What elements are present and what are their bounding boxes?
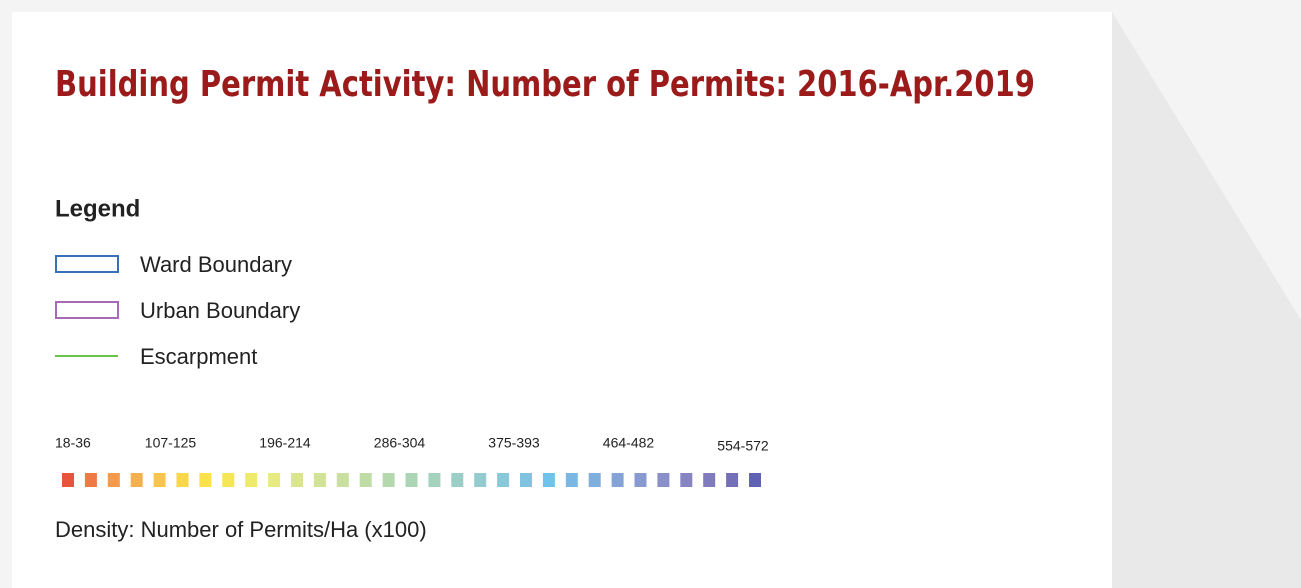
scale-swatch <box>84 473 97 487</box>
scale-swatch <box>749 473 761 487</box>
legend-label: Escarpment <box>140 344 257 369</box>
scale-swatch <box>153 473 166 487</box>
scale-swatch <box>726 473 739 487</box>
scale-swatch <box>291 473 303 487</box>
scale-swatch <box>565 473 578 487</box>
scale-swatch <box>62 473 74 487</box>
legend-symbol <box>55 255 119 273</box>
scale-swatch <box>588 473 601 487</box>
scale-label: 286-304 <box>374 435 426 451</box>
scale-swatch <box>176 473 189 487</box>
scale-swatch <box>680 473 693 487</box>
scale-swatch <box>451 473 464 487</box>
scale-swatch <box>542 473 555 487</box>
card <box>12 12 1112 588</box>
scale-label: 107-125 <box>145 435 197 451</box>
scale-swatch <box>199 473 212 487</box>
title: Building Permit Activity: Number of Perm… <box>55 64 1035 105</box>
legend-heading: Legend <box>55 195 140 222</box>
scale-swatch <box>474 473 487 487</box>
scale-swatch <box>336 473 349 487</box>
chevron <box>1112 12 1301 588</box>
legend-label: Urban Boundary <box>140 298 300 323</box>
legend-symbol <box>55 301 119 319</box>
scale-label: 464-482 <box>603 435 655 451</box>
scale-swatch <box>405 473 418 487</box>
scale-swatch <box>611 473 624 487</box>
scale-swatch <box>222 473 235 487</box>
scale-swatch <box>634 473 647 487</box>
scale-swatch <box>657 473 670 487</box>
scale-swatch <box>313 473 326 487</box>
scale-swatch <box>245 473 258 487</box>
scale-label: 554-572 <box>717 438 769 454</box>
legend-label: Ward Boundary <box>140 252 292 277</box>
scale-swatch <box>268 473 281 487</box>
scale-swatch <box>359 473 372 487</box>
scale-label: 375-393 <box>488 435 540 451</box>
scale-swatch <box>428 473 441 487</box>
scale-swatch <box>130 473 143 487</box>
scale-label: 18-36 <box>55 435 91 451</box>
scale-swatch <box>107 473 120 487</box>
scale-swatch <box>520 473 532 487</box>
scale-swatch <box>382 473 395 487</box>
scale-swatch <box>703 473 716 487</box>
scale-caption: Density: Number of Permits/Ha (x100) <box>55 517 427 542</box>
scale-swatch <box>497 473 510 487</box>
scale-label: 196-214 <box>259 435 311 451</box>
